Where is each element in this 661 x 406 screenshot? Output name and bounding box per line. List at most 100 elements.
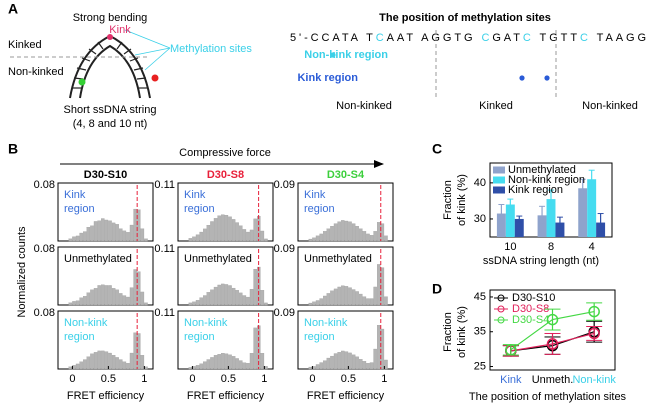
histogram-bar (206, 359, 211, 370)
legend-swatch (493, 186, 505, 194)
histogram-bar (210, 221, 214, 242)
marker (588, 305, 600, 318)
site-dot (330, 52, 336, 58)
histogram-bar (362, 231, 367, 242)
y-tick-label: 0.11 (154, 179, 175, 191)
histogram-bar (97, 285, 101, 306)
bar (578, 188, 588, 237)
legend-swatch (493, 176, 505, 184)
histogram-bar (111, 355, 116, 370)
histogram-bar (203, 295, 207, 306)
histogram-bar (206, 292, 211, 306)
caption: (4, 8 and 10 nt) (73, 118, 148, 130)
histogram-bar (140, 228, 145, 242)
histogram-bar (83, 231, 87, 242)
histogram-bar (72, 301, 76, 306)
histogram-bar (362, 361, 367, 370)
panel-label: A (8, 1, 18, 17)
histogram-bar (326, 228, 331, 242)
histogram-bar (217, 284, 221, 306)
histogram-bar (315, 364, 320, 370)
sequence-part: GAT (492, 32, 520, 44)
sequence-part: C (481, 32, 489, 44)
histogram-bar (68, 302, 73, 306)
sequence-part: C (580, 32, 588, 44)
bar (505, 204, 515, 237)
x-tick-label: 0.5 (101, 373, 116, 385)
column-title: D30-S10 (84, 169, 127, 181)
histogram-bar (235, 358, 239, 370)
histogram-bar (246, 363, 250, 370)
histogram-bar (319, 298, 323, 306)
histogram-bar (319, 362, 323, 370)
histogram-bar (362, 296, 367, 306)
histogram-bar (115, 289, 119, 306)
x-tick-label: 0 (309, 373, 315, 385)
histogram-bar (210, 357, 214, 370)
panel-label: C (432, 141, 442, 157)
legend-label: Non-kink region (508, 174, 585, 186)
y-tick-label: 0.09 (274, 179, 295, 191)
histogram-bar (359, 293, 363, 306)
histogram-bar (126, 232, 130, 242)
histogram-bar (115, 224, 119, 242)
dna-rungs (72, 41, 148, 89)
x-axis-label: FRET efficiency (307, 390, 385, 402)
histogram-bar (246, 231, 250, 242)
histogram-bar (260, 290, 265, 306)
histogram-bar (355, 356, 359, 370)
histogram-bar (348, 352, 352, 370)
histogram-bar (348, 287, 352, 306)
y-tick-label: 30 (474, 213, 486, 225)
histogram-bar (242, 229, 247, 242)
row-label: Kink (184, 189, 206, 201)
y-tick-label: 40 (474, 177, 486, 189)
histogram-bar (224, 284, 229, 306)
histogram-bar (359, 228, 363, 242)
bar (546, 199, 556, 237)
region-label: Kinked (479, 100, 513, 112)
histogram-bar (359, 359, 363, 370)
histogram-bar (210, 289, 214, 306)
row-label: Non-kink region (304, 49, 388, 61)
histogram-bar (333, 223, 338, 242)
x-tick-label: 0 (69, 373, 75, 385)
marker (546, 338, 559, 350)
row-label: Non-kink (304, 317, 348, 329)
x-axis-label: FRET efficiency (67, 390, 145, 402)
histogram-bar (330, 290, 334, 306)
histogram-bar (373, 286, 377, 306)
histogram-bar (323, 360, 327, 370)
histogram-bar (137, 209, 141, 242)
legend-marker (497, 294, 505, 302)
histogram-bar (140, 355, 145, 370)
histogram-bar (111, 222, 116, 242)
dna-strand (79, 44, 141, 99)
histogram-bar (129, 287, 134, 306)
histogram-bar (315, 300, 320, 306)
histogram-bar (323, 295, 327, 306)
row-label: Non-kink (184, 317, 228, 329)
histogram-bar (377, 222, 381, 242)
histogram-bar (108, 352, 112, 370)
histogram-bar (75, 300, 80, 306)
column-title: D30-S4 (327, 169, 365, 181)
histogram-bar (108, 220, 112, 242)
histogram-bar (101, 218, 105, 242)
panel-label: B (8, 141, 18, 157)
y-tick-label: 0.08 (34, 179, 55, 191)
histogram-bar (351, 223, 356, 242)
histogram-bar (341, 220, 345, 242)
sequence-part: 5'-CCATA T (290, 32, 373, 44)
histogram-bar (115, 357, 119, 370)
y-tick-label: 45 (474, 291, 486, 303)
histogram-bar (231, 356, 236, 370)
dot (78, 78, 86, 86)
histogram-bar (203, 228, 207, 242)
histogram-bar (235, 290, 239, 306)
histogram-bar (333, 353, 338, 370)
histogram-bar (384, 359, 388, 370)
histogram-bar (140, 291, 145, 306)
row-label: region (64, 203, 95, 215)
histogram-bar (341, 350, 345, 370)
